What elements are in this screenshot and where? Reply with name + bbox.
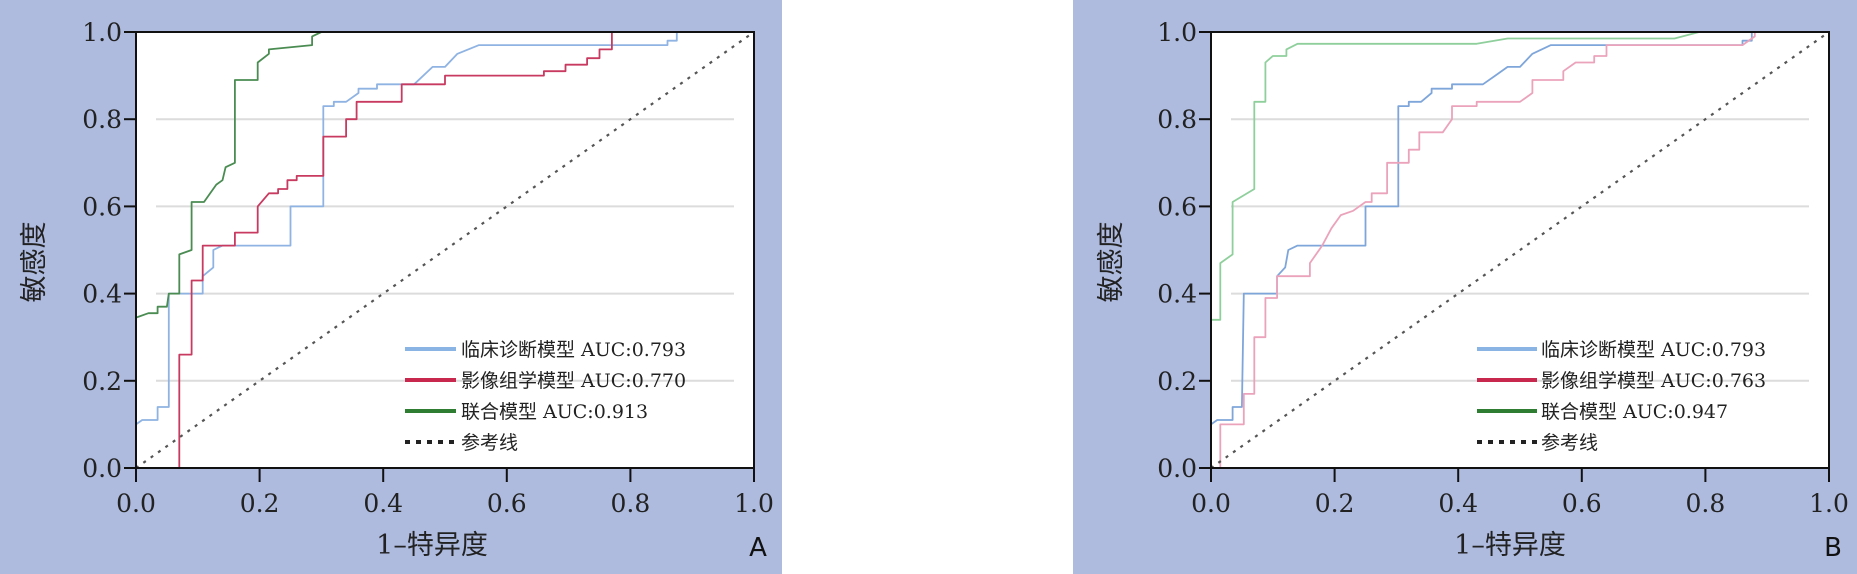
y-tick-label: 0.4 [82, 280, 122, 309]
roc-curve-0 [1210, 31, 1829, 426]
y-axis-title: 敏感度 [1096, 222, 1127, 303]
roc-curve-1 [136, 31, 754, 469]
legend-label: 影像组学模型 AUC:0.763 [1541, 370, 1766, 392]
reference-line [135, 31, 755, 469]
x-tick-label: 0.0 [116, 489, 156, 518]
panel-label: B [1824, 533, 1842, 563]
x-tick-label: 1.0 [1809, 489, 1849, 518]
y-tick-label: 0.0 [1157, 454, 1197, 483]
x-axis-title: 1–特异度 [1454, 530, 1566, 561]
x-tick-label: 0.0 [1191, 489, 1231, 518]
reference-line [1210, 31, 1830, 469]
legend-label: 联合模型 AUC:0.913 [461, 401, 648, 423]
y-tick-label: 0.0 [82, 454, 122, 483]
x-tick-label: 0.8 [1686, 489, 1726, 518]
y-tick-label: 0.6 [82, 192, 122, 221]
x-tick-label: 1.0 [734, 489, 774, 518]
y-tick-label: 0.8 [1157, 105, 1197, 134]
panel-b: 0.0 0.2 0.4 0.6 0.8 1.0 0.0 0.2 0.4 0.6 0.8 1.0 敏感度 1… [1073, 0, 1857, 574]
plot-frame [1210, 31, 1830, 469]
x-tick-label: 0.6 [1562, 489, 1602, 518]
legend-label: 联合模型 AUC:0.947 [1541, 401, 1728, 423]
y-tick-label: 0.2 [1157, 367, 1197, 396]
legend-label: 临床诊断模型 AUC:0.793 [461, 339, 686, 361]
y-axis-title: 敏感度 [19, 222, 50, 303]
y-tick-label: 0.4 [1157, 280, 1197, 309]
x-tick-label: 0.6 [487, 489, 527, 518]
legend: 临床诊断模型 AUC:0.793 影像组学模型 AUC:0.770 联合模型 AUC… [405, 339, 686, 454]
y-tick-label: 1.0 [82, 18, 122, 47]
legend-label: 影像组学模型 AUC:0.770 [461, 370, 686, 392]
legend-label: 临床诊断模型 AUC:0.793 [1541, 339, 1766, 361]
roc-curve-2 [135, 31, 754, 319]
x-tick-label: 0.2 [240, 489, 280, 518]
x-tick-label: 0.4 [363, 489, 403, 518]
x-tick-label: 0.2 [1315, 489, 1355, 518]
x-axis-title: 1–特异度 [376, 530, 488, 561]
panel-a: 0.0 0.2 0.4 0.6 0.8 1.0 0.0 0.2 0.4 0.6 0.8 1.0 敏感度 1… [0, 0, 782, 574]
legend-label: 参考线 [461, 432, 518, 454]
panel-label: A [749, 533, 767, 563]
legend: 临床诊断模型 AUC:0.793 影像组学模型 AUC:0.763 联合模型 AUC… [1477, 339, 1766, 454]
y-tick-label: 1.0 [1157, 18, 1197, 47]
y-tick-label: 0.6 [1157, 192, 1197, 221]
y-tick-label: 0.8 [82, 105, 122, 134]
x-tick-label: 0.8 [611, 489, 651, 518]
legend-label: 参考线 [1541, 432, 1598, 454]
plot-frame [135, 31, 755, 469]
roc-curve-2 [1211, 31, 1829, 321]
roc-curve-1 [1211, 31, 1829, 469]
x-tick-label: 0.4 [1438, 489, 1478, 518]
y-tick-label: 0.2 [82, 367, 122, 396]
